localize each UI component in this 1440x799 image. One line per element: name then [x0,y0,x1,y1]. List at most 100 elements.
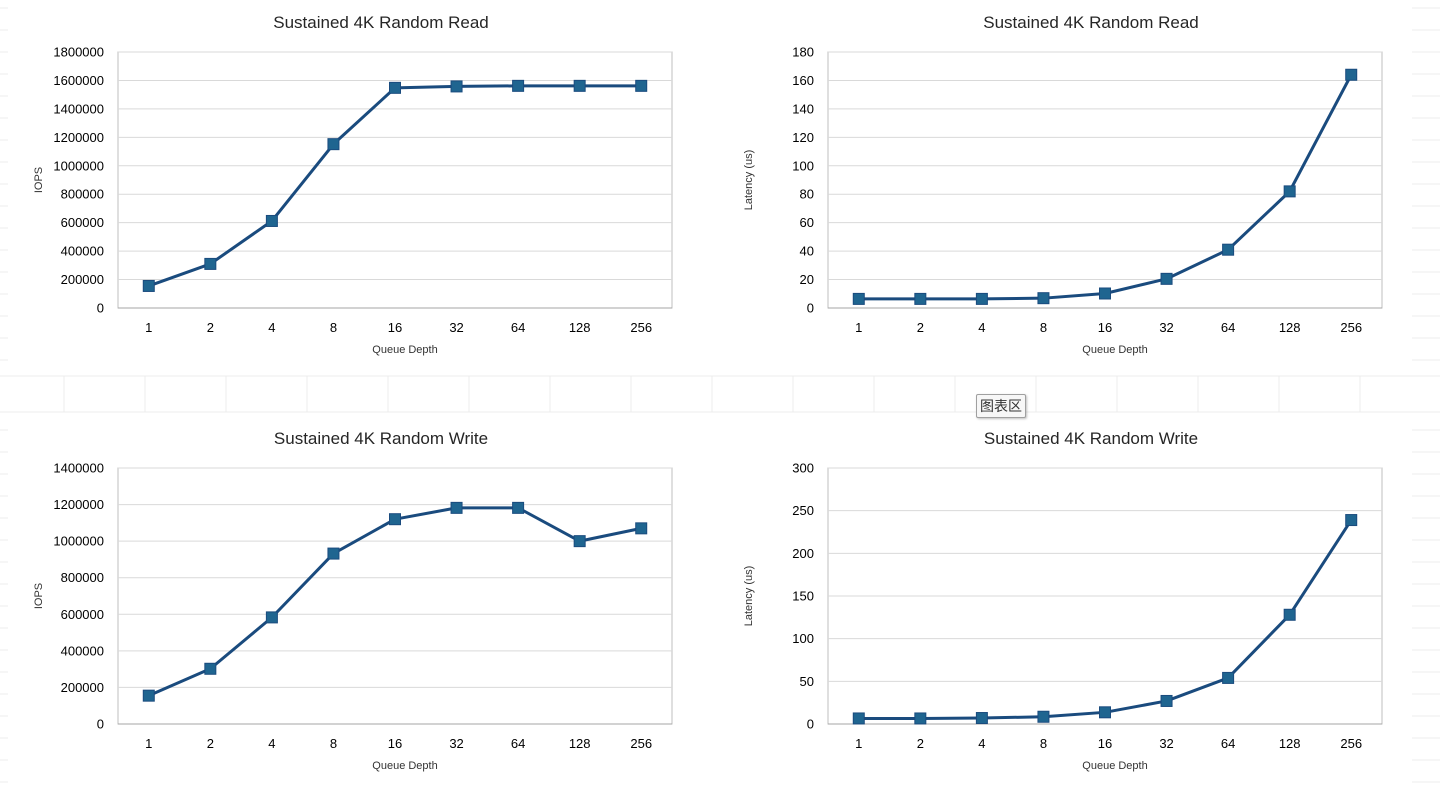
data-point-marker[interactable] [327,547,340,560]
chart-read-latency[interactable]: 0 20 40 60 80 100 120 140 160 180 1 2 4 8 16 32 64 128 256… [718,0,1412,375]
y-tick-label: 200000 [61,272,104,287]
x-tick-label: 8 [1040,320,1047,335]
x-tick-label: 256 [630,736,652,751]
y-tick-label: 250 [792,503,814,518]
data-point-marker[interactable] [389,513,401,526]
y-tick-label: 200000 [61,680,104,695]
x-axis-title: Queue Depth [1082,760,1147,772]
data-point-marker[interactable] [573,535,586,548]
x-tick-label: 1 [855,320,862,335]
x-tick-label: 64 [1221,320,1235,335]
data-point-marker[interactable] [635,522,648,535]
chart-write-iops[interactable]: 0 200000 400000 600000 800000 1000000 1200000 1… [8,416,702,791]
x-tick-label: 4 [268,736,275,751]
x-tick-label: 256 [1340,320,1362,335]
x-tick-label: 16 [1098,320,1112,335]
y-tick-label: 1400000 [53,101,104,116]
data-point-marker[interactable] [450,80,463,93]
x-tick-label: 1 [145,736,152,751]
data-point-marker[interactable] [852,292,865,305]
chart-title: Sustained 4K Random Write [274,429,488,448]
x-tick-label: 2 [917,736,924,751]
y-axis-title: IOPS [33,583,45,609]
x-tick-label: 8 [1040,736,1047,751]
data-point-marker[interactable] [450,501,463,514]
x-tick-label: 16 [1098,736,1112,751]
data-point-marker[interactable] [852,712,865,725]
x-tick-label: 64 [511,320,525,335]
data-point-marker[interactable] [975,292,988,305]
data-point-marker[interactable] [1222,243,1235,256]
y-tick-label: 1800000 [53,45,104,60]
x-axis-title: Queue Depth [372,760,437,772]
y-tick-label: 20 [800,272,814,287]
data-point-marker[interactable] [142,279,155,292]
data-point-marker[interactable] [327,138,340,151]
data-point-marker[interactable] [1222,671,1235,684]
data-point-marker[interactable] [635,79,648,92]
data-point-marker[interactable] [512,79,525,92]
data-point-marker[interactable] [1099,287,1111,300]
x-tick-label: 2 [207,320,214,335]
data-point-marker[interactable] [204,662,217,675]
y-tick-label: 100 [792,631,814,646]
data-point-marker[interactable] [1160,694,1173,707]
x-tick-label: 32 [1159,320,1173,335]
x-tick-label: 32 [449,736,463,751]
y-tick-label: 40 [800,244,814,259]
y-axis-title: Latency (us) [743,566,755,627]
data-point-marker[interactable] [265,214,278,227]
chart-title: Sustained 4K Random Read [273,13,488,32]
data-point-marker[interactable] [1160,272,1173,285]
plot-area [117,467,673,725]
y-axis-title: Latency (us) [743,150,755,211]
data-point-marker[interactable] [573,79,586,92]
y-tick-label: 800000 [61,570,104,585]
x-tick-label: 64 [1221,736,1235,751]
data-point-marker[interactable] [1037,710,1050,723]
data-point-marker[interactable] [975,712,988,725]
y-tick-label: 200 [792,546,814,561]
y-tick-label: 0 [807,301,814,316]
x-tick-label: 256 [630,320,652,335]
x-tick-label: 32 [1159,736,1173,751]
x-tick-label: 128 [569,736,591,751]
x-tick-label: 128 [569,320,591,335]
data-point-marker[interactable] [512,501,525,514]
data-point-marker[interactable] [1037,292,1050,305]
y-tick-label: 80 [800,187,814,202]
y-tick-label: 1200000 [53,497,104,512]
data-point-marker[interactable] [1099,706,1111,719]
data-point-marker[interactable] [265,611,278,624]
data-point-marker[interactable] [389,81,401,94]
data-point-marker[interactable] [914,712,927,725]
y-tick-label: 1000000 [53,534,104,549]
data-point-marker[interactable] [142,689,155,702]
plot-area [827,51,1383,309]
x-tick-label: 1 [145,320,152,335]
y-tick-label: 600000 [61,215,104,230]
chart-write-latency[interactable]: 0 50 100 150 200 250 300 1 2 4 8 16 32 64 128 256 Sustai… [718,416,1412,791]
data-point-marker[interactable] [1283,185,1296,198]
x-tick-label: 4 [978,736,985,751]
x-axis-title: Queue Depth [372,344,437,356]
y-tick-label: 120 [792,130,814,145]
x-tick-label: 4 [268,320,275,335]
y-tick-label: 60 [800,215,814,230]
data-point-marker[interactable] [1345,514,1358,527]
data-point-marker[interactable] [204,257,217,270]
data-point-marker[interactable] [1283,608,1296,621]
y-tick-label: 150 [792,589,814,604]
data-point-marker[interactable] [914,292,927,305]
y-tick-label: 0 [97,717,104,732]
y-tick-label: 1000000 [53,158,104,173]
y-tick-label: 100 [792,158,814,173]
y-tick-label: 300 [792,461,814,476]
chart-area-tooltip: 图表区 [976,394,1026,418]
x-axis-title: Queue Depth [1082,344,1147,356]
data-point-marker[interactable] [1345,68,1358,81]
chart-read-iops[interactable]: 0 200000 400000 600000 800000 1000000 1200000 1… [8,0,702,375]
x-tick-label: 1 [855,736,862,751]
x-tick-label: 16 [388,736,402,751]
